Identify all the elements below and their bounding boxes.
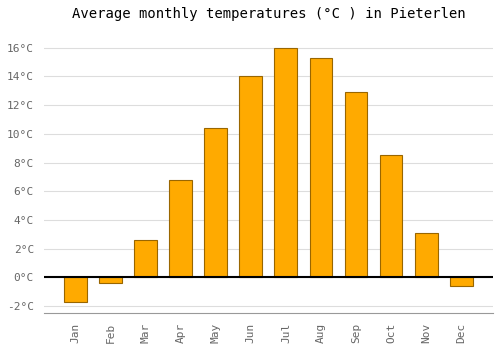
Bar xyxy=(134,240,157,277)
Bar xyxy=(380,155,402,277)
Bar xyxy=(64,277,87,302)
Bar xyxy=(415,233,438,277)
Title: Average monthly temperatures (°C ) in Pieterlen: Average monthly temperatures (°C ) in Pi… xyxy=(72,7,465,21)
Bar xyxy=(344,92,368,277)
Bar xyxy=(450,277,472,286)
Bar xyxy=(170,180,192,277)
Bar xyxy=(274,48,297,277)
Bar xyxy=(99,277,122,283)
Bar xyxy=(204,128,227,277)
Bar xyxy=(240,76,262,277)
Bar xyxy=(310,58,332,277)
